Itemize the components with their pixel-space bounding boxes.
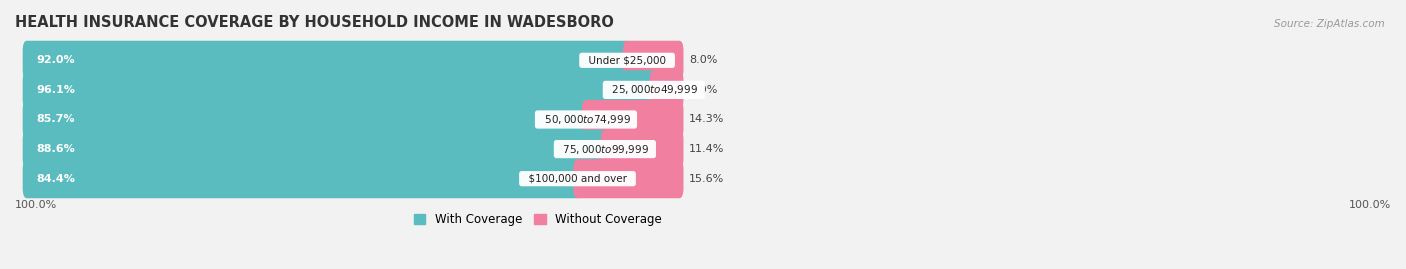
FancyBboxPatch shape xyxy=(574,159,683,198)
Text: 100.0%: 100.0% xyxy=(15,200,58,210)
FancyBboxPatch shape xyxy=(22,130,683,169)
FancyBboxPatch shape xyxy=(22,70,658,109)
Text: $50,000 to $74,999: $50,000 to $74,999 xyxy=(537,113,634,126)
Text: 88.6%: 88.6% xyxy=(37,144,75,154)
FancyBboxPatch shape xyxy=(22,41,683,80)
FancyBboxPatch shape xyxy=(600,130,683,169)
Text: 100.0%: 100.0% xyxy=(1348,200,1391,210)
FancyBboxPatch shape xyxy=(582,100,683,139)
Text: HEALTH INSURANCE COVERAGE BY HOUSEHOLD INCOME IN WADESBORO: HEALTH INSURANCE COVERAGE BY HOUSEHOLD I… xyxy=(15,15,614,30)
FancyBboxPatch shape xyxy=(22,41,631,80)
FancyBboxPatch shape xyxy=(22,159,683,198)
FancyBboxPatch shape xyxy=(22,100,591,139)
Text: 85.7%: 85.7% xyxy=(37,115,75,125)
FancyBboxPatch shape xyxy=(22,130,609,169)
Text: 8.0%: 8.0% xyxy=(689,55,717,65)
Text: 11.4%: 11.4% xyxy=(689,144,724,154)
FancyBboxPatch shape xyxy=(22,159,582,198)
Text: 84.4%: 84.4% xyxy=(37,174,76,184)
Legend: With Coverage, Without Coverage: With Coverage, Without Coverage xyxy=(409,208,666,231)
Text: $100,000 and over: $100,000 and over xyxy=(522,174,633,184)
FancyBboxPatch shape xyxy=(650,70,683,109)
FancyBboxPatch shape xyxy=(623,41,683,80)
Text: 3.9%: 3.9% xyxy=(689,85,717,95)
Text: $25,000 to $49,999: $25,000 to $49,999 xyxy=(606,83,703,96)
Text: $75,000 to $99,999: $75,000 to $99,999 xyxy=(557,143,654,155)
Text: 14.3%: 14.3% xyxy=(689,115,724,125)
Text: Under $25,000: Under $25,000 xyxy=(582,55,672,65)
FancyBboxPatch shape xyxy=(22,100,683,139)
Text: 15.6%: 15.6% xyxy=(689,174,724,184)
Text: 96.1%: 96.1% xyxy=(37,85,76,95)
FancyBboxPatch shape xyxy=(22,70,683,109)
Text: 92.0%: 92.0% xyxy=(37,55,75,65)
Text: Source: ZipAtlas.com: Source: ZipAtlas.com xyxy=(1274,19,1385,29)
